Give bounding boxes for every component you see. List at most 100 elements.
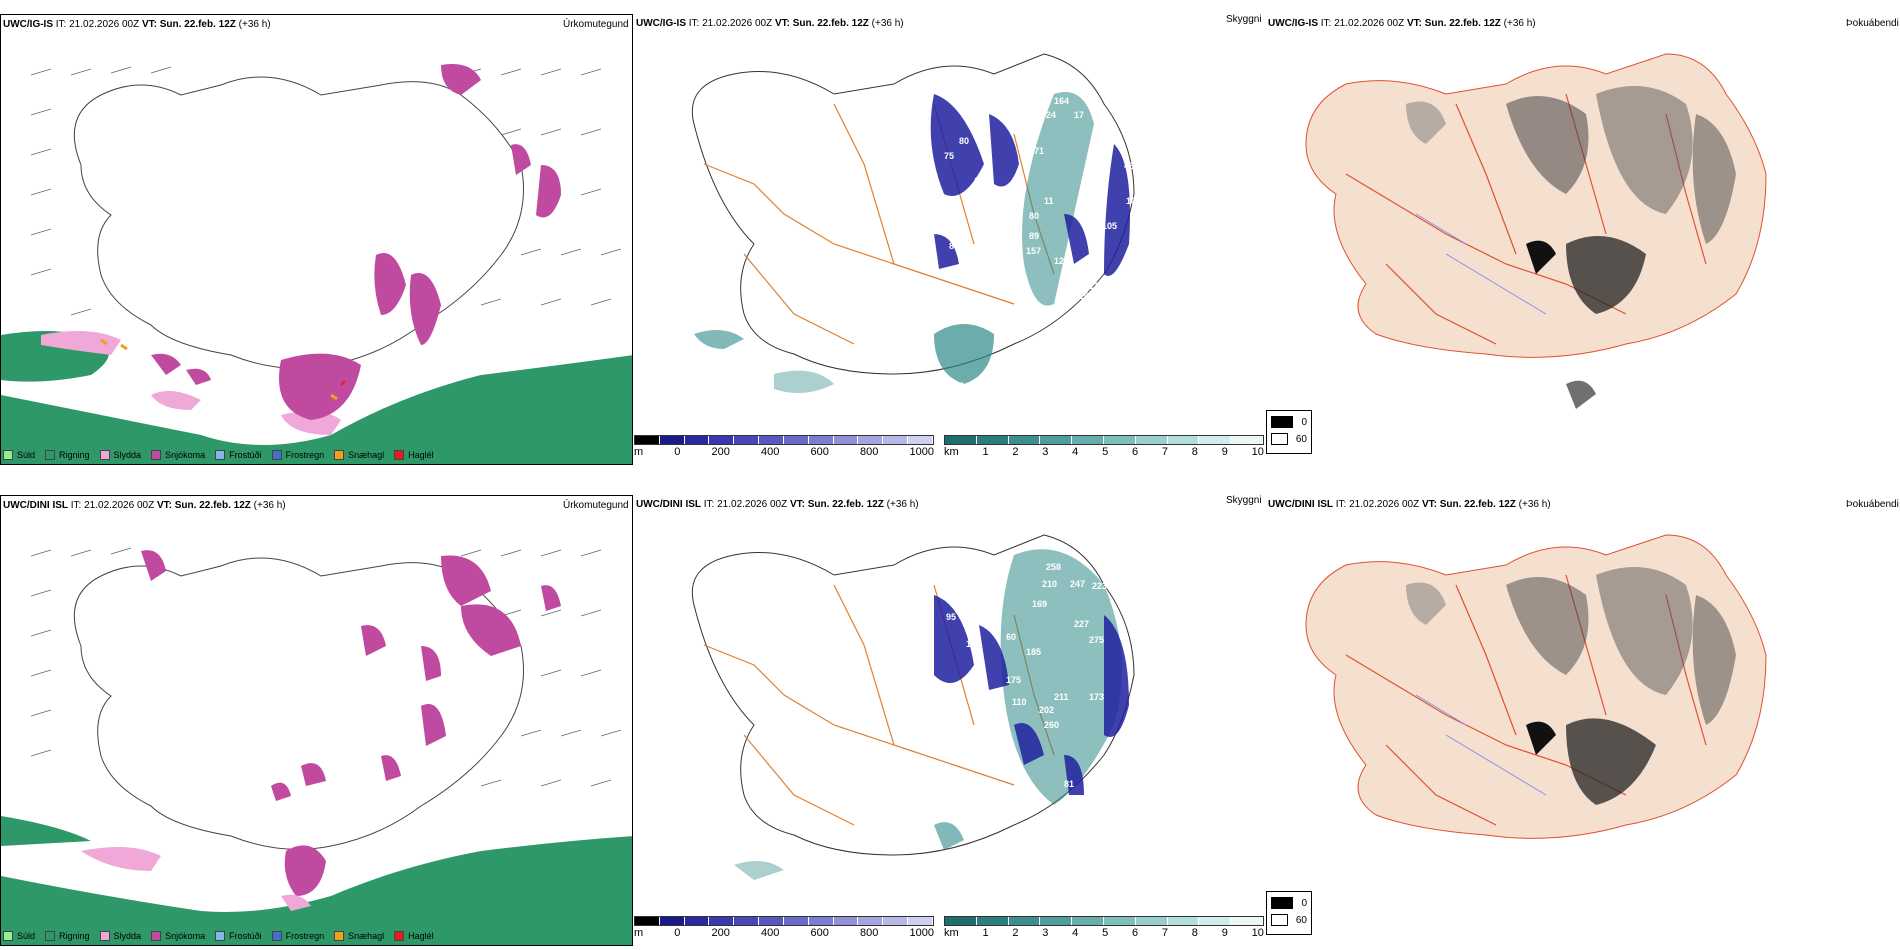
svg-text:258: 258 [1046, 562, 1061, 572]
legend-item: Rigning [45, 450, 90, 460]
svg-text:186: 186 [1064, 336, 1079, 346]
visibility-ticks: km 1 2 3 4 5 6 7 8 9 10 [944, 927, 1264, 939]
legend-item: Súld [3, 931, 35, 941]
cloud-base-colorbar-top: m 0 200 400 600 800 1000 [634, 435, 934, 463]
iceland-outline-bottom [73, 557, 524, 850]
svg-text:95: 95 [946, 612, 956, 622]
legend-item: Snjókoma [151, 450, 205, 460]
svg-text:89: 89 [1029, 231, 1039, 241]
visibility-panel-bottom: 258 210 247 223 95 169 227 275 106 60 18… [634, 495, 1266, 946]
legend-item: Slydda [99, 931, 141, 941]
svg-text:64: 64 [1084, 261, 1094, 271]
svg-text:115: 115 [974, 176, 989, 186]
svg-text:80: 80 [1029, 211, 1039, 221]
svg-text:86: 86 [949, 241, 959, 251]
visibility-ticks: km 1 2 3 4 5 6 7 8 9 10 [944, 446, 1264, 458]
svg-text:157: 157 [1026, 246, 1041, 256]
svg-text:105: 105 [1102, 221, 1117, 231]
svg-text:24: 24 [1046, 110, 1056, 120]
fog-legend-top: 0 60 [1266, 410, 1312, 454]
precip-type-panel-bottom: UWC/DINI ISL IT: 21.02.2026 00Z VT: Sun.… [0, 495, 633, 946]
svg-text:101: 101 [1079, 291, 1094, 301]
svg-text:175: 175 [1006, 675, 1021, 685]
svg-text:149: 149 [984, 191, 999, 201]
visibility-colorbar-swatches [944, 435, 1264, 445]
svg-text:104: 104 [1126, 196, 1141, 206]
precip-type-map-bottom [1, 547, 632, 945]
svg-text:17: 17 [1074, 110, 1084, 120]
precip-legend-bottom: Súld Rigning Slydda Snjókoma Frostúði Fr… [3, 931, 434, 941]
title-visibility-bottom: Skyggni [1226, 495, 1262, 506]
cloud-base-ticks: m 0 200 400 600 800 1000 [634, 446, 934, 458]
visibility-panel-top: 164 24 17 80 75 115 149 71 80 11 105 43 … [634, 14, 1266, 465]
svg-text:169: 169 [1032, 599, 1047, 609]
svg-text:211: 211 [1054, 692, 1069, 702]
legend-item: Slydda [99, 450, 141, 460]
cloud-base-colorbar-swatches [634, 916, 934, 926]
visibility-colorbar-bottom: km 1 2 3 4 5 6 7 8 9 10 [944, 916, 1264, 944]
svg-text:80: 80 [959, 136, 969, 146]
svg-text:12: 12 [1054, 256, 1064, 266]
svg-text:164: 164 [1054, 96, 1069, 106]
cloud-base-colorbar-bottom: m 0 200 400 600 800 1000 [634, 916, 934, 944]
svg-text:210: 210 [1042, 579, 1057, 589]
svg-text:260: 260 [1044, 720, 1059, 730]
svg-text:60: 60 [1006, 632, 1016, 642]
svg-text:173: 173 [1089, 692, 1104, 702]
precip-legend-top: Súld Rigning Slydda Snjókoma Frostúði Fr… [3, 450, 434, 460]
svg-text:185: 185 [1026, 647, 1041, 657]
svg-text:275: 275 [1089, 635, 1104, 645]
title-fog-bottom: Þokuábendi [1846, 499, 1899, 510]
legend-item: Rigning [45, 931, 90, 941]
header-bottom-fog: UWC/DINI ISL IT: 21.02.2026 00Z VT: Sun.… [1268, 499, 1551, 510]
legend-item: Snæhagl [334, 450, 384, 460]
header-bottom-precip: UWC/DINI ISL IT: 21.02.2026 00Z VT: Sun.… [3, 500, 286, 511]
svg-text:11: 11 [1044, 196, 1054, 206]
svg-text:81: 81 [1064, 779, 1074, 789]
visibility-colorbar-top: km 1 2 3 4 5 6 7 8 9 10 [944, 435, 1264, 463]
svg-text:106: 106 [966, 639, 981, 649]
cloud-base-colorbar-swatches [634, 435, 934, 445]
svg-text:75: 75 [944, 151, 954, 161]
title-precip-type-top: Úrkomutegund [563, 19, 629, 30]
legend-item: Snjókoma [151, 931, 205, 941]
precip-type-panel-top: UWC/IG-IS IT: 21.02.2026 00Z VT: Sun. 22… [0, 14, 633, 465]
svg-text:110: 110 [1012, 697, 1027, 707]
svg-text:90: 90 [946, 715, 956, 725]
svg-text:117: 117 [989, 712, 1004, 722]
svg-text:223: 223 [1092, 581, 1107, 591]
visibility-colorbar-swatches [944, 916, 1264, 926]
visibility-map-top: 164 24 17 80 75 115 149 71 80 11 105 43 … [691, 53, 1141, 393]
svg-text:202: 202 [1039, 705, 1054, 715]
fog-panel-top: UWC/IG-IS IT: 21.02.2026 00Z VT: Sun. 22… [1266, 14, 1900, 465]
fog-panel-bottom: UWC/DINI ISL IT: 21.02.2026 00Z VT: Sun.… [1266, 495, 1900, 946]
header-top-visibility: UWC/IG-IS IT: 21.02.2026 00Z VT: Sun. 22… [636, 18, 904, 29]
legend-item: Snæhagl [334, 931, 384, 941]
svg-text:82: 82 [1114, 271, 1124, 281]
svg-text:43: 43 [1124, 161, 1134, 171]
fog-map-bottom [1305, 534, 1767, 839]
svg-text:153: 153 [996, 817, 1011, 827]
header-top-precip: UWC/IG-IS IT: 21.02.2026 00Z VT: Sun. 22… [3, 19, 271, 30]
fog-legend-bottom: 0 60 [1266, 891, 1312, 935]
svg-text:75: 75 [954, 381, 964, 391]
svg-text:247: 247 [1070, 579, 1085, 589]
cloud-base-ticks: m 0 200 400 600 800 1000 [634, 927, 934, 939]
legend-item: Frostúði [215, 931, 262, 941]
svg-text:11: 11 [1089, 281, 1099, 291]
legend-item: Frostregn [271, 450, 324, 460]
fog-map-top [1305, 53, 1767, 409]
legend-item: Haglél [394, 931, 434, 941]
precip-type-map-top [1, 64, 632, 464]
legend-item: Súld [3, 450, 35, 460]
legend-item: Haglél [394, 450, 434, 460]
svg-text:227: 227 [1074, 619, 1089, 629]
iceland-outline-top [73, 76, 524, 369]
visibility-map-bottom: 258 210 247 223 95 169 227 275 106 60 18… [691, 534, 1135, 880]
header-bottom-visibility: UWC/DINI ISL IT: 21.02.2026 00Z VT: Sun.… [636, 499, 919, 510]
legend-item: Frostúði [215, 450, 262, 460]
title-visibility-top: Skyggni [1226, 14, 1262, 25]
title-fog-top: Þokuábendi [1846, 18, 1899, 29]
svg-text:71: 71 [1034, 146, 1044, 156]
header-top-fog: UWC/IG-IS IT: 21.02.2026 00Z VT: Sun. 22… [1268, 18, 1536, 29]
